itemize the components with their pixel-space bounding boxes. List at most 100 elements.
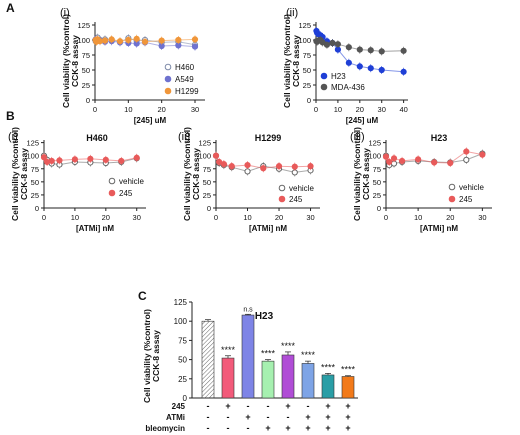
chart-c-condition-atmi: - [227,412,230,422]
chart-a-i-series-a549-point [191,43,199,50]
chart-c-condition-bleomycin: - [227,423,230,433]
chart-a-ii-series-mda-436-point [345,44,352,51]
chart-b-iii-title: H23 [431,133,448,143]
chart-b-iii-ytick-label: 0 [377,204,381,213]
chart-c-condition-atmi: + [245,412,250,422]
chart-a-ii-series-mda-436-point [323,41,331,48]
chart-c-condition-atmi: - [287,412,290,422]
subpanel-label-b-ii: (ii) [178,131,190,143]
chart-b-iii-series-245-point [398,157,406,165]
chart-a-i-ytick-label: 100 [77,36,90,45]
chart-a-i-ytick-label: 50 [82,66,90,75]
chart-c-bar [341,376,355,399]
chart-b-ii-ylabel-1: CCK-8 assay [191,148,201,200]
chart-a-i-xtick-label: 20 [157,105,165,114]
chart-a-ii-xtick-label: 0 [314,105,318,114]
chart-c-ylabel-0: Cell viability (%control) [142,309,152,403]
chart-a-ii-xtick-label: 40 [399,105,407,114]
chart-c-condition-bleomycin: + [305,423,310,433]
chart-c-condition-atmi: + [305,412,310,422]
chart-a-i-ytick-label: 0 [86,96,90,105]
chart-a-i-series-h1299-legend-marker [164,87,172,95]
chart-b-iii-series-245-point [479,151,486,158]
chart-a-ii-series-mda-436-legend-label: MDA-436 [331,83,365,92]
chart-c-condition-atmi: - [207,412,210,422]
chart-b-i-ylabel-1: CCK-8 assay [19,148,29,200]
chart-c-condition-bleomycin: + [285,423,290,433]
chart-b-iii-series-245-legend-marker [448,195,456,203]
chart-b-i-ytick-label: 75 [31,165,39,174]
chart-b-iii-xtick-label: 30 [478,213,486,222]
chart-c-ylabel-1: CCK-8 assay [151,330,161,382]
subpanel-label-b-i: (i) [8,131,18,143]
chart-b-ii-ylabel-0: Cell viability (%control) [182,127,192,221]
chart-b-ii-ytick-label: 100 [198,152,211,161]
chart-b-ii-series-245-point [244,162,251,169]
chart-a-ii-series-mda-436-point [400,47,407,54]
chart-a-ii-series-h23-legend-marker [320,72,328,80]
chart-a-ii-ytick-label: 100 [298,36,311,45]
chart-c-significance: **** [281,341,296,351]
chart-a-ii-series-h23-legend-label: H23 [331,72,346,81]
chart-b-i-ytick-label: 50 [31,178,39,187]
chart-b-iii-series-245-point [463,148,470,155]
chart-a-i-series-h460-legend-marker [164,63,172,71]
chart-c-significance: **** [341,365,356,375]
chart-b-i-series-245-point [102,156,109,163]
chart-c-ytick-label: 0 [183,394,188,403]
chart-c-condition-245: + [285,401,290,411]
subpanel-label-b-iii: (iii) [350,131,365,143]
chart-c-ytick-label: 25 [178,375,187,384]
chart-b-ii-series-245-legend-marker [278,195,286,203]
chart-c-ytick-label: 75 [178,336,187,345]
panel-label-c: C [138,289,147,303]
chart-b-ii-series-245-point [228,163,235,170]
chart-b-ii-ytick-label: 50 [203,178,211,187]
chart-a-i-ytick-label: 75 [82,51,90,60]
chart-b-iii-ytick-label: 25 [373,191,381,200]
chart-b-iii-series-245-point [382,153,390,160]
chart-b-ii-xlabel: [ATMi] nM [249,224,287,233]
chart-b-i-series-245-point [56,157,63,164]
chart-a-i-ytick-label: 25 [82,81,90,90]
chart-b-iii-series-vehicle-legend-marker [448,183,456,191]
chart-a-i-series-h460-legend-label: H460 [175,63,195,72]
chart-a-i-series-h1299-point [133,35,140,42]
chart-b-i-title: H460 [86,133,108,143]
chart-c-condition-bleomycin: - [247,423,250,433]
chart-c-condition-atmi: + [325,412,330,422]
chart-a-ii-ytick-label: 25 [303,81,311,90]
chart-b-ii-ytick-label: 75 [203,165,211,174]
chart-a-i-series-h1299-point [175,36,182,44]
chart-b-iii-ylabel-1: CCK-8 assay [361,148,371,200]
chart-a-ii-ytick-label: 50 [303,66,311,75]
chart-b-iii-ytick-label: 125 [368,139,381,148]
chart-c-bar [281,354,295,399]
chart-b-iii-series-245-point [431,159,438,166]
chart-a-ii-ytick-label: 125 [298,21,311,30]
chart-a-i-series-a549-legend-label: A549 [175,75,194,84]
chart-c-significance: n.s [243,306,253,313]
chart-b-iii-series-245-point [386,158,393,166]
chart-b-i: 0 25 50 75 100 125 0 10 20 30 [ATMi] nM H460 vehicle… [26,133,146,233]
chart-b-i-ylabel-0: Cell viability (%control) [10,127,20,221]
chart-b-i-series-245-point [40,154,48,161]
chart-a-ii-series-mda-436-point [334,41,342,48]
chart-a-i-series-h1299-point [125,36,132,44]
chart-b-iii-series-245-point [447,159,454,167]
chart-b-ii-series-vehicle-point [244,168,251,175]
chart-c-condition-bleomycin: + [325,423,330,433]
chart-a-ii-ylabel-0: Cell viability (%control) [282,14,292,108]
chart-b-ii-ytick-label: 25 [203,191,211,200]
chart-c-ytick-label: 50 [178,356,187,365]
chart-b-i-xlabel: [ATMi] nM [76,224,114,233]
chart-b-ii-title: H1299 [255,133,282,143]
chart-b-i-xtick-label: 20 [102,213,110,222]
chart-a-i-series-h1299-point [108,36,115,43]
chart-b-iii-ytick-label: 75 [373,165,381,174]
chart-b-i-ytick-label: 100 [26,152,39,161]
chart-b-i-series-245-point [71,156,79,163]
chart-a-i-ytick-label: 125 [77,21,90,30]
chart-b-ii-series-245-point [291,163,298,170]
chart-c-row-label: ATMi [166,413,185,422]
